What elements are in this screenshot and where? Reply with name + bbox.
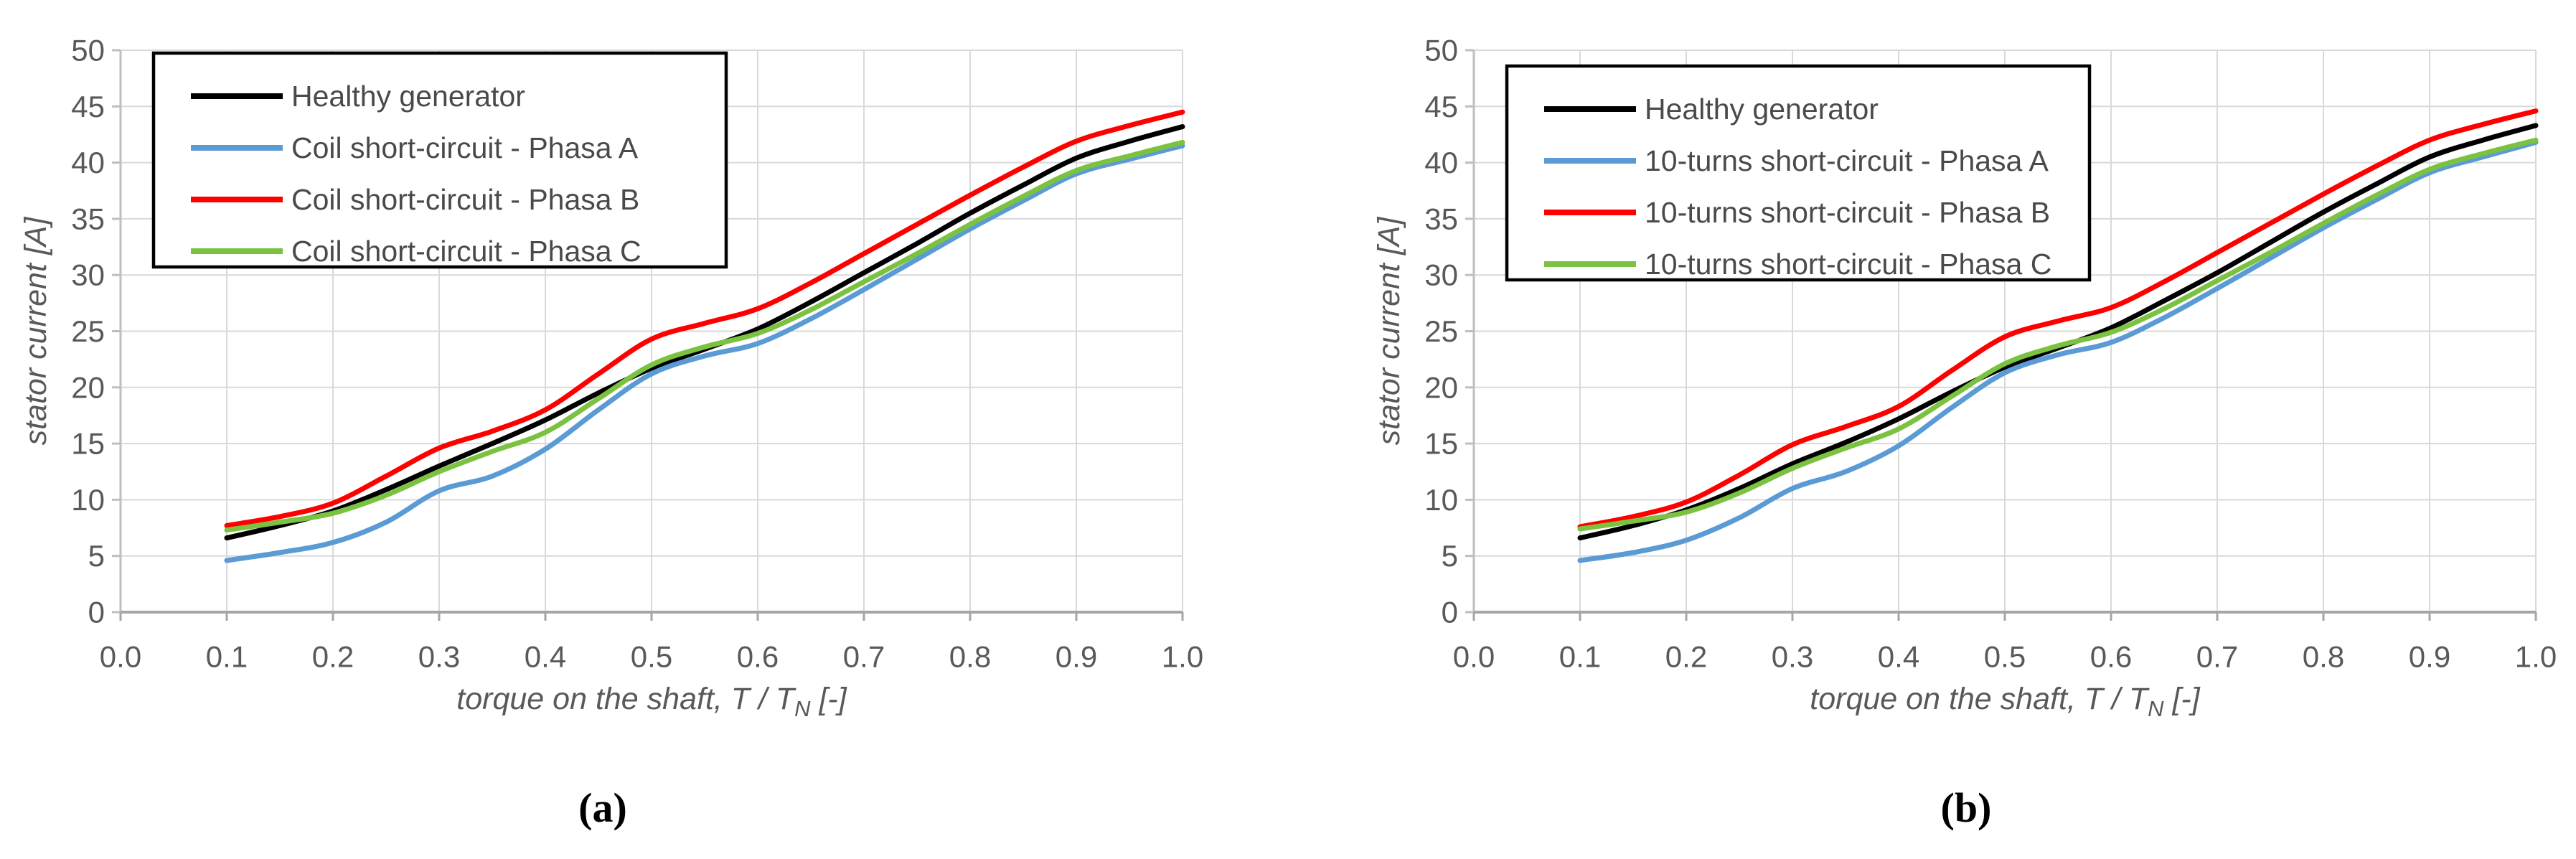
legend-box bbox=[151, 51, 728, 269]
x-axis-tick-label: 0.9 bbox=[1056, 640, 1097, 674]
x-axis-tick-label: 0.4 bbox=[525, 640, 566, 674]
legend-label: 10-turns short-circuit - Phasa B bbox=[1645, 196, 2050, 229]
x-axis-tick-label: 0.8 bbox=[2303, 640, 2344, 674]
x-axis-title: torque on the shaft, T / TN [-] bbox=[456, 682, 847, 721]
x-axis-tick-label: 0.7 bbox=[2196, 640, 2238, 674]
y-axis-tick-label: 0 bbox=[88, 596, 105, 629]
y-axis-tick-label: 20 bbox=[71, 370, 105, 404]
series-path-10-turns-short-circuit-phasa-b bbox=[1577, 108, 2539, 530]
axes: 0 5 10 15 20 25 30 35 40 45 50 0.0 0.1 0.2 0.3 0.4 0.5 0.… bbox=[71, 34, 1203, 674]
series-path-coil-short-circuit-phasa-b bbox=[224, 109, 1185, 528]
series-path-10-turns-short-circuit-phasa-c bbox=[1577, 137, 2539, 532]
x-axis-tick-label: 0.0 bbox=[100, 640, 141, 674]
y-axis-title: stator current [A] bbox=[1372, 217, 1406, 446]
x-axis-tick-label: 0.3 bbox=[418, 640, 460, 674]
x-axis-tick-label: 0.1 bbox=[206, 640, 248, 674]
x-axis-tick-label: 0.1 bbox=[1559, 640, 1601, 674]
y-axis-tick-label: 15 bbox=[1424, 427, 1458, 461]
axes: 0 5 10 15 20 25 30 35 40 45 50 0.0 0.1 0.2 0.3 0.4 0.5 0.… bbox=[1424, 34, 2557, 674]
series-path-coil-short-circuit-phasa-a bbox=[224, 143, 1185, 563]
series-path-10-turns-short-circuit-phasa-a bbox=[1577, 139, 2539, 563]
series-path-coil-short-circuit-phasa-c bbox=[224, 139, 1185, 533]
x-axis-tick-label: 1.0 bbox=[2515, 640, 2557, 674]
y-axis-tick-label: 40 bbox=[1424, 146, 1458, 179]
y-axis-tick-label: 40 bbox=[71, 146, 105, 179]
y-axis-tick-label: 30 bbox=[71, 258, 105, 292]
legend-label: 10-turns short-circuit - Phasa C bbox=[1645, 248, 2051, 281]
legend: Healthy generator Coil short-circuit - Ph… bbox=[151, 51, 728, 269]
y-axis-tick-label: 50 bbox=[1424, 34, 1458, 67]
y-axis-tick-label: 25 bbox=[71, 314, 105, 348]
x-axis-title: torque on the shaft, T / TN [-] bbox=[1810, 682, 2200, 721]
series-lines bbox=[224, 109, 1185, 563]
legend-box bbox=[1505, 64, 2092, 282]
x-axis-tick-label: 0.9 bbox=[2409, 640, 2450, 674]
x-axis-tick-label: 0.8 bbox=[949, 640, 991, 674]
y-axis-tick-label: 15 bbox=[71, 427, 105, 461]
x-axis-tick-label: 0.6 bbox=[2090, 640, 2132, 674]
chart-b: 0 5 10 15 20 25 30 35 40 45 50 0.0 0.1 0.2 0.3 0.4 0.5 0.… bbox=[1372, 34, 2557, 722]
legend-label: 10-turns short-circuit - Phasa A bbox=[1645, 144, 2049, 177]
y-axis-tick-label: 10 bbox=[1424, 483, 1458, 517]
y-axis-tick-label: 20 bbox=[1424, 370, 1458, 404]
series-lines bbox=[1577, 108, 2539, 563]
x-axis-tick-label: 0.5 bbox=[631, 640, 672, 674]
y-axis-tick-label: 30 bbox=[1424, 258, 1458, 292]
legend-label: Healthy generator bbox=[1645, 93, 1879, 126]
x-axis-tick-label: 1.0 bbox=[1162, 640, 1203, 674]
y-axis-tick-label: 35 bbox=[71, 202, 105, 235]
x-axis-tick-label: 0.2 bbox=[312, 640, 354, 674]
caption-b: (b) bbox=[1940, 784, 1992, 831]
chart-a: 0 5 10 15 20 25 30 35 40 45 50 0.0 0.1 0.2 0.3 0.4 0.5 0.… bbox=[19, 34, 1203, 722]
legend-label: Coil short-circuit - Phasa C bbox=[291, 235, 641, 268]
x-axis-tick-label: 0.4 bbox=[1878, 640, 1919, 674]
y-axis-tick-label: 25 bbox=[1424, 314, 1458, 348]
caption-a: (a) bbox=[578, 784, 627, 831]
x-axis-tick-label: 0.3 bbox=[1772, 640, 1813, 674]
legend-label: Healthy generator bbox=[291, 80, 525, 113]
x-axis-tick-label: 0.2 bbox=[1665, 640, 1707, 674]
x-axis-tick-label: 0.6 bbox=[737, 640, 779, 674]
y-axis-tick-label: 45 bbox=[1424, 90, 1458, 123]
legend-label: Coil short-circuit - Phasa A bbox=[291, 131, 639, 164]
legend-label: Coil short-circuit - Phasa B bbox=[291, 183, 639, 216]
x-axis-tick-label: 0.5 bbox=[1984, 640, 2026, 674]
legend: Healthy generator 10-turns short-circuit … bbox=[1505, 64, 2092, 282]
y-axis-tick-label: 10 bbox=[71, 483, 105, 517]
y-axis-tick-label: 0 bbox=[1442, 596, 1458, 629]
y-axis-tick-label: 50 bbox=[71, 34, 105, 67]
y-axis-tick-label: 5 bbox=[1442, 539, 1458, 573]
y-axis-tick-label: 45 bbox=[71, 90, 105, 123]
x-axis-tick-label: 0.0 bbox=[1453, 640, 1495, 674]
y-axis-tick-label: 35 bbox=[1424, 202, 1458, 235]
y-axis-title: stator current [A] bbox=[19, 217, 53, 446]
x-axis-tick-label: 0.7 bbox=[843, 640, 885, 674]
y-axis-tick-label: 5 bbox=[88, 539, 105, 573]
